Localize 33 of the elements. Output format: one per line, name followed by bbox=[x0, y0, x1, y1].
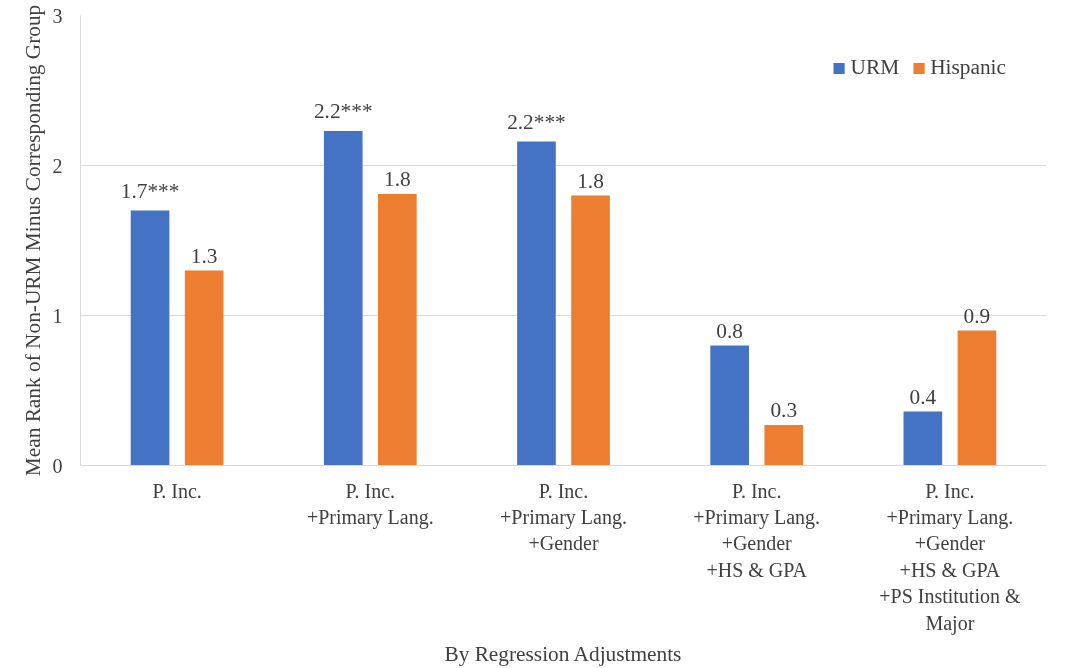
data-label: 0.9 bbox=[963, 303, 991, 328]
data-label: 1.8 bbox=[577, 168, 604, 193]
x-tick-label: P. Inc. bbox=[152, 479, 202, 502]
bar bbox=[378, 194, 417, 466]
bar bbox=[517, 141, 556, 466]
bar bbox=[130, 210, 170, 466]
x-tick-label: P. Inc. +Primary Lang. bbox=[306, 479, 434, 529]
bar bbox=[571, 195, 610, 466]
data-label: 0.8 bbox=[716, 318, 743, 343]
x-tick-label: P. Inc. +Primary Lang. +Gender +HS & GPA bbox=[693, 479, 821, 581]
y-tick-label: 1 bbox=[52, 304, 63, 327]
x-tick-label: P. Inc. +Primary Lang. +Gender bbox=[500, 479, 627, 555]
bar bbox=[764, 425, 804, 466]
data-label: 2.2*** bbox=[313, 99, 373, 123]
y-axis-title: Mean Rank of Non-URM Minus Corresponding Group bbox=[20, 4, 45, 477]
data-label: 0.3 bbox=[770, 398, 798, 422]
bar bbox=[903, 411, 943, 466]
bar bbox=[184, 270, 224, 466]
data-label: 0.4 bbox=[909, 384, 937, 409]
bar bbox=[323, 131, 363, 466]
x-axis-title: By Regression Adjustments bbox=[444, 641, 682, 666]
y-tick-label: 0 bbox=[52, 454, 63, 477]
data-label: 2.2*** bbox=[507, 109, 566, 134]
legend-label: URM bbox=[850, 55, 900, 80]
legend-label: Hispanic bbox=[930, 55, 1006, 80]
data-label: 1.8 bbox=[384, 167, 411, 191]
y-tick-label: 3 bbox=[52, 4, 63, 27]
x-tick-label: P. Inc. +Primary Lang. +Gender +HS & GPA +PS Institution & Major bbox=[879, 479, 1021, 635]
bar bbox=[710, 345, 749, 466]
bar bbox=[957, 330, 997, 466]
data-label: 1.3 bbox=[190, 243, 218, 268]
data-label: 1.7*** bbox=[120, 178, 180, 203]
y-tick-label: 2 bbox=[52, 154, 63, 177]
